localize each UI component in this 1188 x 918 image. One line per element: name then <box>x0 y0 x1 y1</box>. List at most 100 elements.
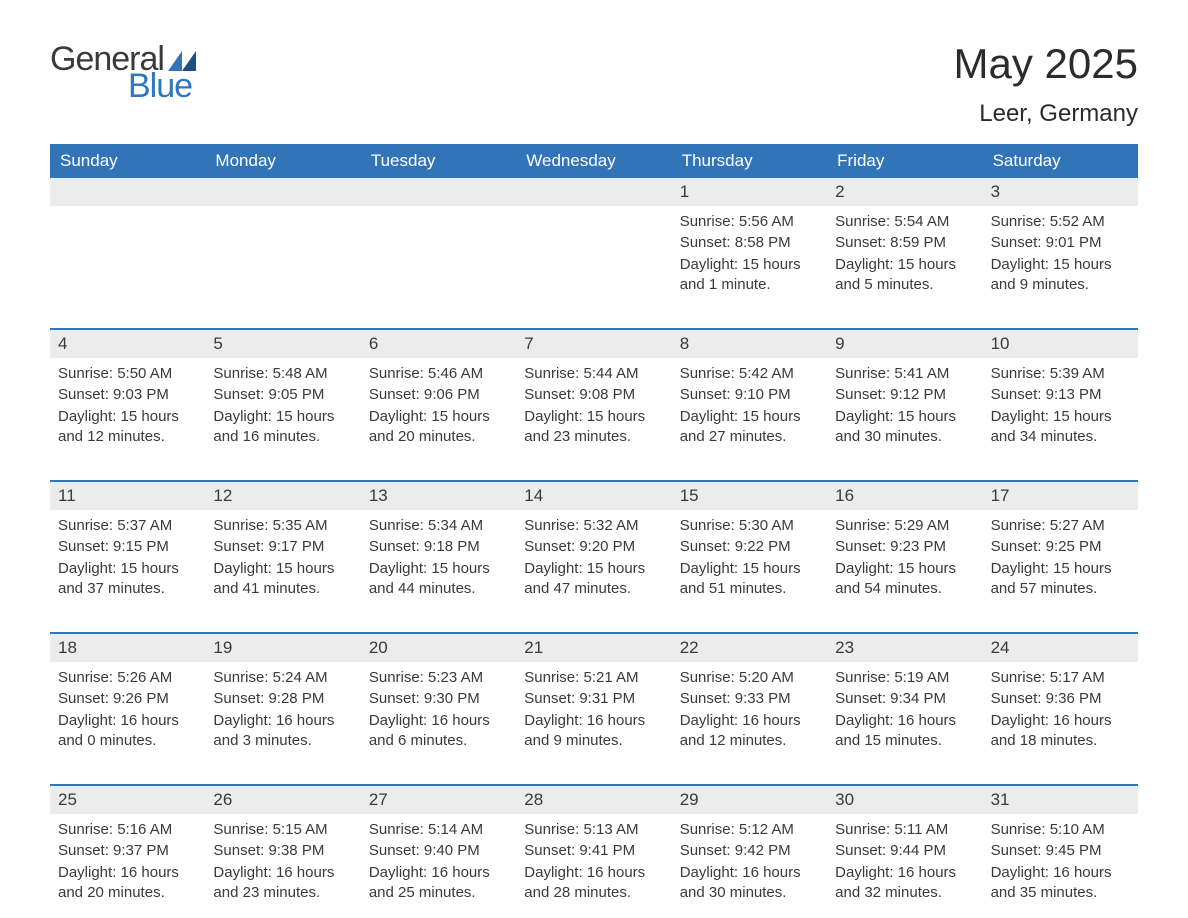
cell-body: Sunrise: 5:41 AMSunset: 9:12 PMDaylight:… <box>827 358 982 450</box>
sunset-text: Sunset: 9:12 PM <box>835 385 974 405</box>
sunrise-text: Sunrise: 5:17 AM <box>991 668 1130 688</box>
cell-date: 8 <box>672 330 827 358</box>
daylight-text: Daylight: 15 hours and 5 minutes. <box>835 255 974 296</box>
cell-body: Sunrise: 5:14 AMSunset: 9:40 PMDaylight:… <box>361 814 516 906</box>
cell-date: 6 <box>361 330 516 358</box>
daylight-text: Daylight: 15 hours and 34 minutes. <box>991 407 1130 448</box>
sunset-text: Sunset: 9:31 PM <box>524 689 663 709</box>
logo-text-blue: Blue <box>128 67 192 106</box>
day-header: Tuesday <box>361 144 516 178</box>
weeks-container: 1Sunrise: 5:56 AMSunset: 8:58 PMDaylight… <box>50 178 1138 906</box>
calendar-cell: 9Sunrise: 5:41 AMSunset: 9:12 PMDaylight… <box>827 330 982 450</box>
calendar-cell: 22Sunrise: 5:20 AMSunset: 9:33 PMDayligh… <box>672 634 827 754</box>
sunset-text: Sunset: 8:59 PM <box>835 233 974 253</box>
cell-date: 15 <box>672 482 827 510</box>
cell-date: 7 <box>516 330 671 358</box>
sunrise-text: Sunrise: 5:32 AM <box>524 516 663 536</box>
cell-date: 22 <box>672 634 827 662</box>
cell-date: 1 <box>672 178 827 206</box>
sunrise-text: Sunrise: 5:16 AM <box>58 820 197 840</box>
cell-body: Sunrise: 5:23 AMSunset: 9:30 PMDaylight:… <box>361 662 516 754</box>
calendar-cell: 15Sunrise: 5:30 AMSunset: 9:22 PMDayligh… <box>672 482 827 602</box>
sunrise-text: Sunrise: 5:35 AM <box>213 516 352 536</box>
cell-date: 26 <box>205 786 360 814</box>
daylight-text: Daylight: 15 hours and 12 minutes. <box>58 407 197 448</box>
sunrise-text: Sunrise: 5:52 AM <box>991 212 1130 232</box>
cell-body: Sunrise: 5:54 AMSunset: 8:59 PMDaylight:… <box>827 206 982 298</box>
daylight-text: Daylight: 15 hours and 27 minutes. <box>680 407 819 448</box>
calendar-cell: 4Sunrise: 5:50 AMSunset: 9:03 PMDaylight… <box>50 330 205 450</box>
daylight-text: Daylight: 15 hours and 20 minutes. <box>369 407 508 448</box>
calendar-cell: 5Sunrise: 5:48 AMSunset: 9:05 PMDaylight… <box>205 330 360 450</box>
cell-date: 27 <box>361 786 516 814</box>
sunrise-text: Sunrise: 5:14 AM <box>369 820 508 840</box>
cell-body: Sunrise: 5:34 AMSunset: 9:18 PMDaylight:… <box>361 510 516 602</box>
sunset-text: Sunset: 9:03 PM <box>58 385 197 405</box>
cell-body: Sunrise: 5:42 AMSunset: 9:10 PMDaylight:… <box>672 358 827 450</box>
cell-date: 19 <box>205 634 360 662</box>
day-header: Monday <box>205 144 360 178</box>
cell-body: Sunrise: 5:48 AMSunset: 9:05 PMDaylight:… <box>205 358 360 450</box>
calendar-cell: 1Sunrise: 5:56 AMSunset: 8:58 PMDaylight… <box>672 178 827 298</box>
sunset-text: Sunset: 9:38 PM <box>213 841 352 861</box>
calendar-cell: 18Sunrise: 5:26 AMSunset: 9:26 PMDayligh… <box>50 634 205 754</box>
calendar-cell: 26Sunrise: 5:15 AMSunset: 9:38 PMDayligh… <box>205 786 360 906</box>
cell-date: 18 <box>50 634 205 662</box>
cell-body: Sunrise: 5:20 AMSunset: 9:33 PMDaylight:… <box>672 662 827 754</box>
week-row: 18Sunrise: 5:26 AMSunset: 9:26 PMDayligh… <box>50 632 1138 754</box>
sunset-text: Sunset: 9:18 PM <box>369 537 508 557</box>
calendar-cell: 27Sunrise: 5:14 AMSunset: 9:40 PMDayligh… <box>361 786 516 906</box>
daylight-text: Daylight: 15 hours and 37 minutes. <box>58 559 197 600</box>
cell-body: Sunrise: 5:32 AMSunset: 9:20 PMDaylight:… <box>516 510 671 602</box>
daylight-text: Daylight: 16 hours and 18 minutes. <box>991 711 1130 752</box>
sunset-text: Sunset: 9:17 PM <box>213 537 352 557</box>
calendar: SundayMondayTuesdayWednesdayThursdayFrid… <box>50 144 1138 906</box>
sunrise-text: Sunrise: 5:21 AM <box>524 668 663 688</box>
daylight-text: Daylight: 16 hours and 23 minutes. <box>213 863 352 904</box>
sunset-text: Sunset: 9:30 PM <box>369 689 508 709</box>
daylight-text: Daylight: 15 hours and 41 minutes. <box>213 559 352 600</box>
calendar-cell: 13Sunrise: 5:34 AMSunset: 9:18 PMDayligh… <box>361 482 516 602</box>
daylight-text: Daylight: 16 hours and 0 minutes. <box>58 711 197 752</box>
cell-date: 5 <box>205 330 360 358</box>
sunset-text: Sunset: 9:05 PM <box>213 385 352 405</box>
day-header: Friday <box>827 144 982 178</box>
sunrise-text: Sunrise: 5:41 AM <box>835 364 974 384</box>
sunrise-text: Sunrise: 5:23 AM <box>369 668 508 688</box>
sunset-text: Sunset: 9:10 PM <box>680 385 819 405</box>
cell-date: 29 <box>672 786 827 814</box>
daylight-text: Daylight: 16 hours and 32 minutes. <box>835 863 974 904</box>
blank-date <box>50 178 205 206</box>
cell-body: Sunrise: 5:27 AMSunset: 9:25 PMDaylight:… <box>983 510 1138 602</box>
sunrise-text: Sunrise: 5:11 AM <box>835 820 974 840</box>
sunset-text: Sunset: 9:06 PM <box>369 385 508 405</box>
daylight-text: Daylight: 15 hours and 44 minutes. <box>369 559 508 600</box>
blank-date <box>205 178 360 206</box>
calendar-cell: 6Sunrise: 5:46 AMSunset: 9:06 PMDaylight… <box>361 330 516 450</box>
sunset-text: Sunset: 9:22 PM <box>680 537 819 557</box>
daylight-text: Daylight: 16 hours and 20 minutes. <box>58 863 197 904</box>
sunset-text: Sunset: 9:08 PM <box>524 385 663 405</box>
cell-date: 25 <box>50 786 205 814</box>
header: General Blue May 2025 Leer, Germany <box>50 40 1138 128</box>
calendar-cell: 21Sunrise: 5:21 AMSunset: 9:31 PMDayligh… <box>516 634 671 754</box>
calendar-cell: 29Sunrise: 5:12 AMSunset: 9:42 PMDayligh… <box>672 786 827 906</box>
cell-body: Sunrise: 5:39 AMSunset: 9:13 PMDaylight:… <box>983 358 1138 450</box>
cell-date: 31 <box>983 786 1138 814</box>
cell-body: Sunrise: 5:30 AMSunset: 9:22 PMDaylight:… <box>672 510 827 602</box>
cell-body: Sunrise: 5:16 AMSunset: 9:37 PMDaylight:… <box>50 814 205 906</box>
sunset-text: Sunset: 9:40 PM <box>369 841 508 861</box>
calendar-cell <box>361 178 516 298</box>
sunset-text: Sunset: 9:01 PM <box>991 233 1130 253</box>
daylight-text: Daylight: 15 hours and 47 minutes. <box>524 559 663 600</box>
cell-body: Sunrise: 5:10 AMSunset: 9:45 PMDaylight:… <box>983 814 1138 906</box>
sunrise-text: Sunrise: 5:19 AM <box>835 668 974 688</box>
day-header: Thursday <box>672 144 827 178</box>
cell-date: 30 <box>827 786 982 814</box>
calendar-cell: 11Sunrise: 5:37 AMSunset: 9:15 PMDayligh… <box>50 482 205 602</box>
cell-body: Sunrise: 5:50 AMSunset: 9:03 PMDaylight:… <box>50 358 205 450</box>
cell-body: Sunrise: 5:26 AMSunset: 9:26 PMDaylight:… <box>50 662 205 754</box>
month-title: May 2025 <box>954 40 1138 88</box>
sunset-text: Sunset: 8:58 PM <box>680 233 819 253</box>
sunset-text: Sunset: 9:25 PM <box>991 537 1130 557</box>
